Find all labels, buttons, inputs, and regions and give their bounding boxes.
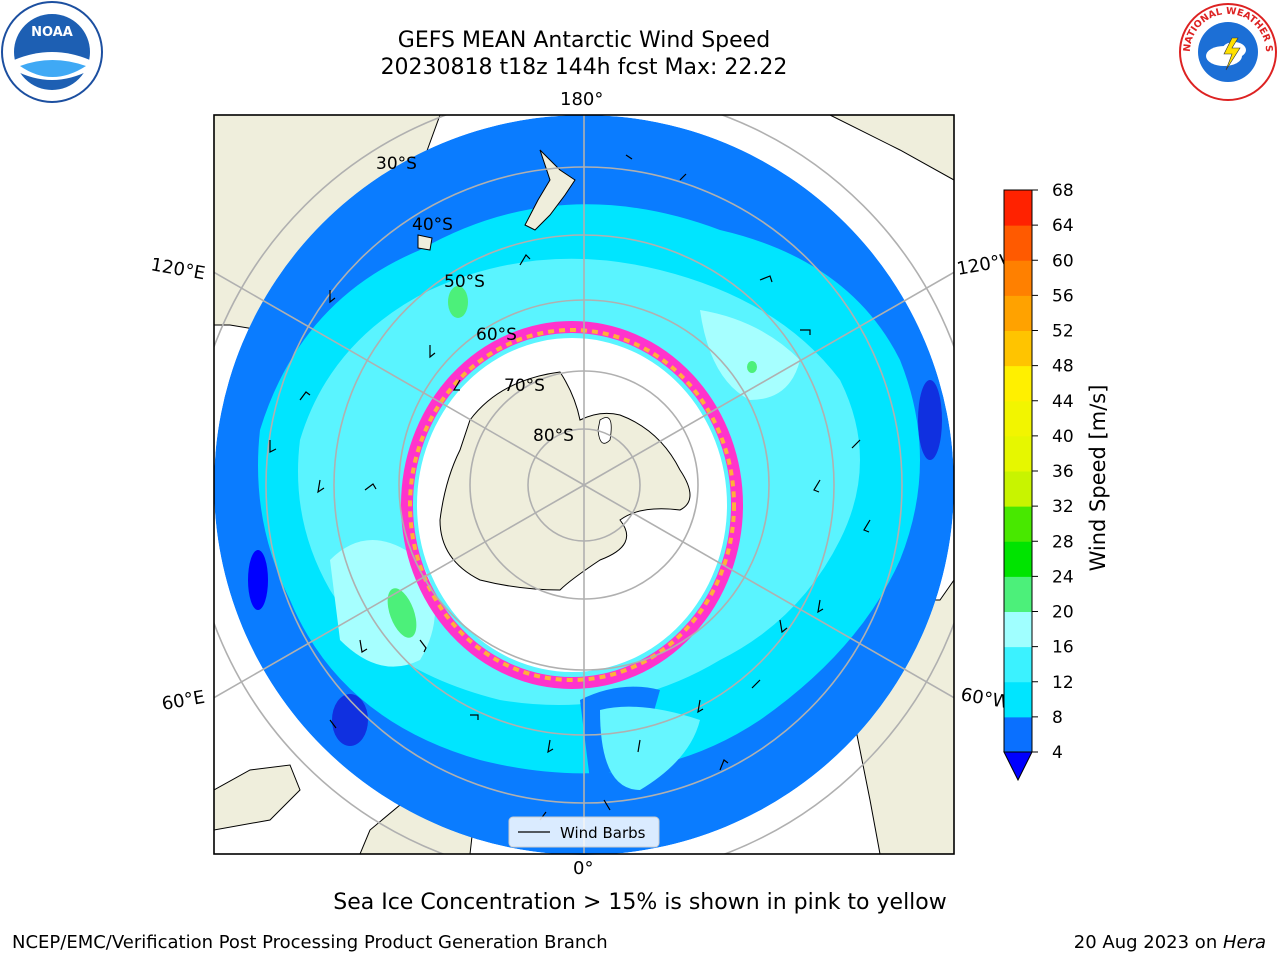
lon-label-60e: 60°E: [160, 687, 206, 715]
colorbar-swatch: [1004, 611, 1032, 648]
lat-label-60s: 60°S: [476, 325, 517, 345]
colorbar-swatch: [1004, 471, 1032, 507]
chart-title: GEFS MEAN Antarctic Wind Speed: [397, 28, 771, 53]
colorbar-swatch: [1004, 435, 1032, 472]
colorbar-tick-label: 68: [1052, 181, 1074, 201]
lat-label-40s: 40°S: [412, 215, 453, 235]
footer-credit: NCEP/EMC/Verification Post Processing Pr…: [12, 932, 608, 953]
land-madagascar: [214, 764, 301, 831]
longitude-grid: [214, 115, 954, 854]
land-antarctica: [439, 371, 691, 591]
colorbar-tick-label: 20: [1052, 603, 1074, 623]
colorbar-label: Wind Speed [m/s]: [1086, 385, 1110, 572]
wind-barbs: [269, 154, 871, 821]
colorbar-tick-label: 24: [1052, 567, 1074, 587]
lat-label-30s: 30°S: [376, 154, 417, 174]
nws-logo: NATIONAL WEATHER SERVICE: [1176, 0, 1277, 101]
land-pacific-corner: [829, 115, 954, 181]
land-tasmania: [417, 234, 433, 251]
lat-label-70s: 70°S: [504, 376, 545, 396]
colorbar-tick-label: 32: [1052, 497, 1074, 517]
colorbar-swatch: [1004, 576, 1032, 612]
colorbar-tick-label: 36: [1052, 462, 1074, 482]
noaa-logo: NOAA: [1, 1, 103, 103]
map-frame: [213, 114, 955, 855]
lat-label-80s: 80°S: [533, 426, 574, 446]
barb-legend-label: Wind Barbs: [560, 824, 646, 842]
lat-label-50s: 50°S: [444, 272, 485, 292]
colorbar-tick-label: 40: [1052, 427, 1074, 447]
colorbar-tick-label: 48: [1052, 357, 1074, 377]
colorbar-swatch: [1004, 260, 1032, 296]
land-new-zealand: [524, 149, 576, 231]
colorbar-swatch: [1004, 681, 1032, 718]
colorbar-tick-label: 16: [1052, 638, 1074, 658]
footer-host: Hera: [1222, 932, 1266, 953]
noaa-logo-text: NOAA: [31, 25, 73, 40]
colorbar-tick-label: 60: [1052, 251, 1074, 271]
colorbar-label-wrap: Wind Speed [m/s]: [1086, 385, 1110, 572]
colorbar-tick-label: 8: [1052, 708, 1063, 728]
colorbar-swatch: [1004, 365, 1032, 402]
colorbar-swatch: [1004, 541, 1032, 577]
lon-label-180: 180°: [560, 89, 603, 110]
colorbar-tick-label: 4: [1052, 743, 1063, 763]
footer-date-text: 20 Aug 2023 on: [1073, 932, 1223, 953]
colorbar-swatch: [1004, 190, 1032, 226]
colorbar-tick-label: 44: [1052, 392, 1074, 412]
chart-subtitle: 20230818 t18z 144h fcst Max: 22.22: [380, 55, 788, 80]
sea-ice-edge: [401, 321, 743, 689]
colorbar-swatch: [1004, 400, 1032, 437]
colorbar-swatch: [1004, 506, 1032, 542]
sea-ice-note: Sea Ice Concentration > 15% is shown in …: [333, 890, 947, 915]
colorbar-swatch: [1004, 295, 1032, 331]
colorbar-swatch: [1004, 330, 1032, 367]
colorbar-swatch: [1004, 646, 1032, 683]
colorbar-tick-label: 52: [1052, 322, 1074, 342]
lon-label-120e: 120°E: [149, 254, 207, 284]
colorbar-tick-label: 12: [1052, 673, 1074, 693]
colorbar-swatch: [1004, 225, 1032, 261]
barb-legend: Wind Barbs: [508, 816, 660, 848]
colorbar-tick-label: 64: [1052, 216, 1074, 236]
colorbar-swatch: [1004, 716, 1032, 753]
footer-date: 20 Aug 2023 on Hera: [1074, 932, 1266, 953]
colorbar-under-arrow: [1003, 751, 1033, 782]
colorbar-tick-label: 56: [1052, 286, 1074, 306]
lon-label-0: 0°: [573, 858, 593, 879]
colorbar-tick-label: 28: [1052, 532, 1074, 552]
